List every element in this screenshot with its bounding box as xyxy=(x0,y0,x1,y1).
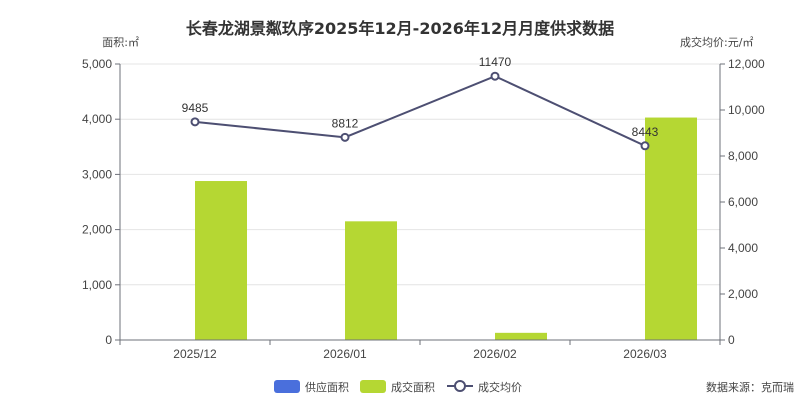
y-left-tick-label: 2,000 xyxy=(82,223,112,237)
y-right-axis-title: 成交均价:元/㎡ xyxy=(680,35,753,49)
legend-swatch-supply xyxy=(274,380,300,393)
chart-title: 长春龙湖景粼玖序2025年12月-2026年12月月度供求数据 xyxy=(186,19,614,38)
legend-label-deal-area: 成交面积 xyxy=(391,380,435,394)
avg-price-data-label: 8812 xyxy=(332,116,359,130)
y-right-tick-label: 0 xyxy=(728,333,735,347)
y-left-tick-label: 0 xyxy=(105,333,112,347)
avg-price-data-label: 9485 xyxy=(182,101,209,115)
y-right-tick-label: 10,000 xyxy=(728,103,765,117)
deal-area-bar xyxy=(495,332,547,340)
source-note: 数据来源：克而瑞 xyxy=(706,380,794,394)
x-tick-label: 2026/02 xyxy=(473,347,517,361)
avg-price-point xyxy=(190,117,200,127)
y-right-tick-label: 8,000 xyxy=(728,149,758,163)
avg-price-data-label: 8443 xyxy=(632,125,659,139)
legend-item-supply[interactable]: 供应面积 xyxy=(274,380,349,394)
axes: 0 1,000 2,000 3,000 4,000 5,000 0 2,000 4,000 6,0… xyxy=(82,57,765,361)
avg-price-line xyxy=(194,75,646,147)
x-tick-label: 2026/01 xyxy=(323,347,367,361)
x-tick-label: 2026/03 xyxy=(623,347,667,361)
y-right-tick-label: 12,000 xyxy=(728,57,765,71)
y-left-tick-label: 3,000 xyxy=(82,167,112,181)
x-tick-label: 2025/12 xyxy=(173,347,217,361)
price-line: 9485 8812 11470 8443 xyxy=(182,55,659,151)
legend-item-deal-area[interactable]: 成交面积 xyxy=(360,380,435,394)
legend-swatch-deal-area xyxy=(360,380,386,393)
avg-price-point xyxy=(340,132,350,142)
deal-area-bar xyxy=(345,221,397,340)
y-right-tick-label: 6,000 xyxy=(728,195,758,209)
y-left-tick-label: 1,000 xyxy=(82,278,112,292)
bars xyxy=(195,117,697,340)
legend-marker-avg-price xyxy=(454,380,466,392)
legend-item-avg-price[interactable]: 成交均价 xyxy=(447,380,522,394)
legend: 供应面积 成交面积 成交均价 xyxy=(274,380,522,394)
deal-area-bar xyxy=(645,117,697,340)
avg-price-point xyxy=(640,141,650,151)
y-right-tick-label: 4,000 xyxy=(728,241,758,255)
y-left-axis-title: 面积:㎡ xyxy=(102,36,139,49)
y-left-tick-label: 4,000 xyxy=(82,112,112,126)
avg-price-point xyxy=(490,71,500,81)
deal-area-bar xyxy=(195,181,247,340)
avg-price-data-label: 11470 xyxy=(479,55,512,69)
y-left-tick-label: 5,000 xyxy=(82,57,112,71)
legend-label-supply: 供应面积 xyxy=(305,380,349,394)
y-right-tick-label: 2,000 xyxy=(728,287,758,301)
legend-label-avg-price: 成交均价 xyxy=(478,380,522,394)
